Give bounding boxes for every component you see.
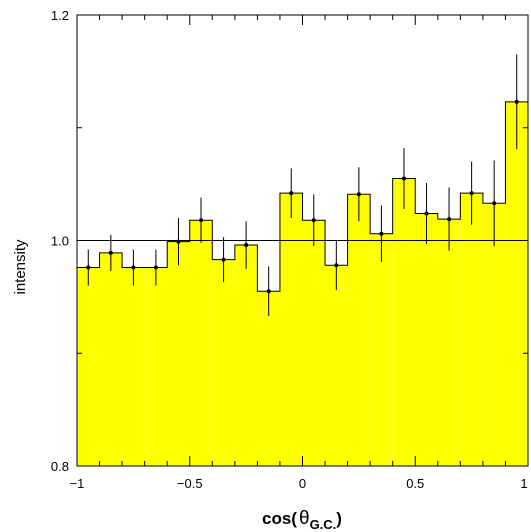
- data-point-14: [401, 176, 406, 181]
- y-tick-labels: 0.8 1.0 1.2: [51, 8, 69, 474]
- x-axis-label-subscript: G.C.: [310, 517, 337, 532]
- data-point-2: [131, 265, 136, 270]
- x-axis-label-close: ): [336, 509, 342, 528]
- x-axis-label-main: cos(: [262, 509, 297, 528]
- data-point-5: [199, 218, 204, 223]
- histogram-bar-17: [460, 193, 483, 466]
- histogram-bar-10: [302, 220, 326, 466]
- data-point-3: [153, 265, 158, 270]
- y-tick-label-0: 0.8: [51, 459, 69, 474]
- histogram-bar-11: [325, 265, 348, 466]
- histogram-bar-2: [122, 267, 145, 466]
- axis-ticks: [76, 14, 529, 467]
- data-point-12: [356, 192, 361, 197]
- data-point-9: [289, 191, 294, 196]
- histogram-bar-7: [234, 245, 258, 466]
- histogram-bar-6: [212, 259, 235, 466]
- x-tick-label-2: 0: [299, 476, 306, 491]
- histogram-bar-5: [189, 220, 213, 466]
- x-axis-label-symbol: θ: [299, 508, 310, 529]
- histogram-bar-4: [167, 241, 190, 466]
- histogram-outline-layer: [77, 101, 528, 292]
- data-point-18: [492, 201, 497, 206]
- histogram-bar-12: [347, 194, 371, 466]
- histogram-bar-15: [415, 213, 438, 466]
- data-point-15: [424, 211, 429, 216]
- histogram-bar-0: [77, 267, 100, 466]
- y-axis-label: intensity: [12, 239, 29, 295]
- y-tick-label-1: 1.0: [51, 234, 69, 249]
- x-tick-label-0: −1: [70, 476, 85, 491]
- x-tick-labels: −1 −0.5 0 0.5 1: [70, 476, 528, 491]
- histogram-bar-19: [505, 101, 528, 466]
- data-point-19: [514, 99, 519, 104]
- histogram-bar-8: [257, 291, 280, 466]
- data-point-1: [108, 250, 113, 255]
- x-tick-label-4: 1: [520, 476, 527, 491]
- x-tick-label-1: −0.5: [177, 476, 203, 491]
- data-point-0: [86, 265, 91, 270]
- histogram-outline: [77, 101, 528, 292]
- data-point-13: [379, 231, 384, 236]
- data-point-11: [334, 263, 339, 268]
- data-point-6: [221, 257, 226, 262]
- histogram-bar-14: [392, 178, 416, 467]
- histogram-bar-13: [370, 233, 393, 466]
- data-point-17: [469, 191, 474, 196]
- x-axis-label: cos(θG.C.): [262, 508, 342, 532]
- histogram-bar-18: [482, 203, 506, 467]
- histogram-fill-layer: [77, 101, 528, 467]
- histogram-bar-3: [144, 267, 168, 466]
- data-point-layer: [86, 99, 519, 294]
- histogram-bar-16: [437, 219, 461, 466]
- y-tick-label-2: 1.2: [51, 8, 69, 23]
- histogram-bar-1: [99, 252, 123, 466]
- data-point-8: [266, 289, 271, 294]
- x-tick-label-3: 0.5: [406, 476, 424, 491]
- data-point-16: [447, 217, 452, 222]
- data-point-4: [176, 239, 181, 244]
- data-point-10: [311, 218, 316, 223]
- histogram-bar-9: [279, 193, 303, 466]
- data-point-7: [244, 243, 249, 248]
